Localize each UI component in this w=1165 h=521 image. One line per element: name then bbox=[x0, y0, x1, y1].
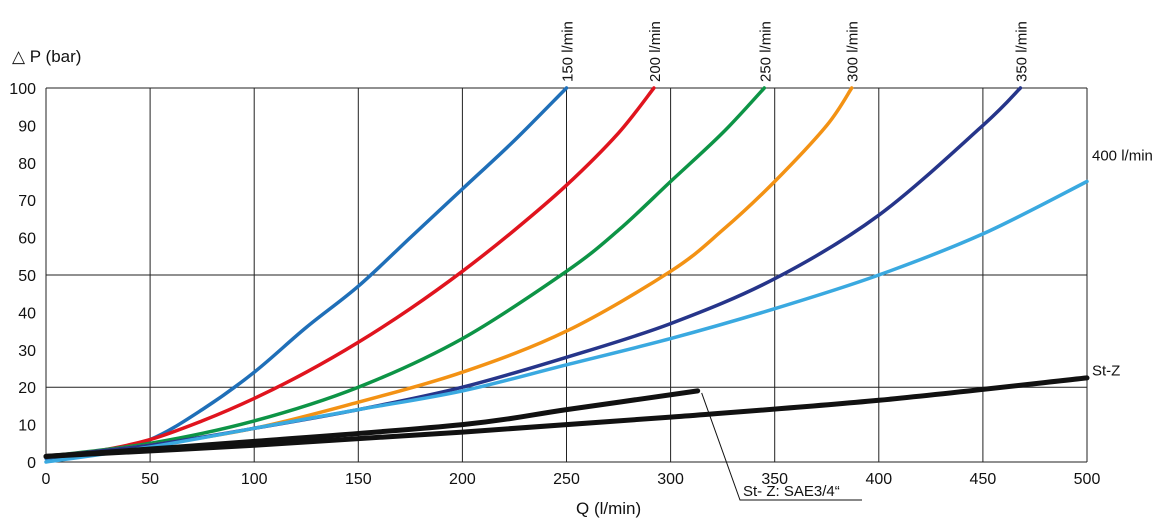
x-tick-label: 0 bbox=[42, 471, 51, 488]
y-tick-label: 30 bbox=[18, 343, 36, 360]
x-tick-label: 350 bbox=[761, 471, 788, 488]
x-tick-label: 400 bbox=[865, 471, 892, 488]
x-tick-label: 50 bbox=[141, 471, 159, 488]
curves bbox=[43, 86, 1090, 464]
y-tick-label: 90 bbox=[18, 118, 36, 135]
series-label-7: St-Z bbox=[1092, 362, 1120, 379]
x-tick-label: 300 bbox=[657, 471, 684, 488]
y-tick-label: 0 bbox=[27, 455, 36, 472]
series-label-2: 200 l/min bbox=[647, 21, 664, 82]
y-tick-label: 70 bbox=[18, 193, 36, 210]
series-label-5: 350 l/min bbox=[1013, 21, 1030, 82]
series-label-3: 250 l/min bbox=[757, 21, 774, 82]
series-line-7 bbox=[43, 375, 1090, 459]
series-line-2 bbox=[44, 86, 656, 459]
series-label-4: 300 l/min bbox=[845, 21, 862, 82]
series-line-4 bbox=[44, 86, 854, 459]
series-line-8 bbox=[43, 388, 701, 459]
x-tick-label: 250 bbox=[553, 471, 580, 488]
x-tick-label: 450 bbox=[970, 471, 997, 488]
y-tick-label: 20 bbox=[18, 380, 36, 397]
y-tick-label: 40 bbox=[18, 305, 36, 322]
y-axis-title: △ P (bar) bbox=[12, 47, 81, 66]
x-tick-label: 500 bbox=[1074, 471, 1101, 488]
series-line-6 bbox=[44, 179, 1089, 464]
x-axis-title: Q (l/min) bbox=[576, 499, 641, 518]
y-tick-label: 60 bbox=[18, 231, 36, 248]
y-tick-label: 80 bbox=[18, 156, 36, 173]
y-tick-label: 100 bbox=[9, 81, 36, 98]
x-tick-label: 100 bbox=[241, 471, 268, 488]
grid bbox=[45, 87, 1088, 463]
series-label-1: 150 l/min bbox=[560, 21, 577, 82]
y-tick-label: 10 bbox=[18, 418, 36, 435]
y-tick-label: 50 bbox=[18, 268, 36, 285]
series-line-3 bbox=[44, 86, 767, 459]
x-tick-label: 150 bbox=[345, 471, 372, 488]
series-label-6: 400 l/min bbox=[1092, 147, 1153, 164]
series-label-leader bbox=[701, 392, 862, 501]
x-tick-label: 200 bbox=[449, 471, 476, 488]
series-line-1 bbox=[44, 86, 569, 461]
series-labels: 150 l/min 200 l/min 250 l/min 300 l/min 350 … bbox=[560, 21, 1153, 501]
tick-labels: 0 50 100 150 200 250 300 350 400 450 500 0 10 20 30 40 5… bbox=[9, 81, 1100, 488]
series-label-8: St- Z: SAE3/4“ bbox=[743, 483, 840, 500]
